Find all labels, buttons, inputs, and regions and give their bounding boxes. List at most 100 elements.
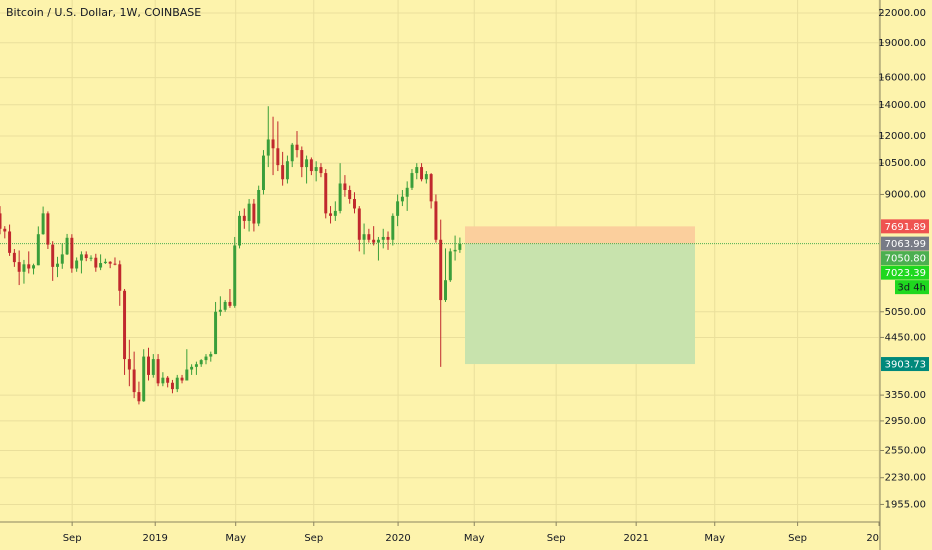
y-tick-label: 22000.00 [878, 8, 926, 19]
candle-body [429, 174, 433, 202]
candle-body [357, 208, 361, 240]
candle-body [166, 377, 170, 383]
y-tick-label: 16000.00 [878, 73, 926, 84]
x-tick-label: Sep [547, 533, 566, 544]
candle-body [434, 201, 438, 240]
candle-body [3, 228, 7, 232]
candle-body [439, 239, 443, 301]
candle-body [185, 369, 189, 381]
candle-body [353, 199, 356, 209]
price-label: 7691.89 [885, 222, 926, 233]
candle-body [458, 244, 462, 250]
candle-body [199, 360, 203, 365]
price-label: 7063.99 [885, 239, 926, 250]
candle-body [8, 231, 12, 253]
candle-body [223, 301, 227, 310]
candle-body [319, 167, 323, 174]
candle-body [99, 263, 103, 268]
candle-body [22, 264, 26, 272]
price-label-box [881, 357, 929, 372]
candle-body [295, 144, 299, 151]
candle-body [84, 254, 88, 259]
x-tick-label: 2019 [142, 533, 167, 544]
candle-body [180, 377, 184, 381]
candle-body [420, 167, 424, 180]
candle-body [329, 213, 333, 216]
x-tick-label: Sep [788, 533, 807, 544]
price-label: 7050.80 [885, 254, 926, 265]
price-label: 3903.73 [885, 360, 926, 371]
candle-body [261, 155, 265, 191]
countdown-box [895, 280, 929, 295]
candle-body [372, 239, 376, 243]
candle-body [247, 203, 251, 221]
candle-body [36, 234, 40, 266]
stop-zone [465, 226, 695, 244]
candle-body [209, 354, 213, 357]
candle-body [252, 203, 256, 224]
candle-body [94, 257, 98, 268]
x-tick-label: May [704, 533, 725, 544]
candle-body [405, 187, 409, 197]
candle-body [12, 252, 16, 263]
candle-body [32, 265, 36, 269]
candle-body [175, 377, 179, 390]
candle-body [214, 311, 218, 355]
candle-body [170, 382, 174, 390]
candle-body [103, 261, 107, 264]
candle-body [75, 260, 79, 269]
candle-body [60, 254, 64, 264]
candle-body [386, 236, 390, 240]
candle-body [137, 392, 141, 402]
candle-body [381, 236, 385, 240]
candle-body [147, 356, 150, 375]
y-tick-label: 9000.00 [885, 189, 926, 200]
candle-body [89, 257, 93, 259]
price-label-box [881, 236, 929, 251]
candle-body [257, 190, 261, 224]
candle-body [448, 251, 452, 281]
candle-body [108, 261, 112, 264]
y-tick-label: 1955.00 [885, 499, 926, 510]
candle-body [70, 237, 74, 269]
x-tick-label: May [464, 533, 485, 544]
candle-body [123, 290, 127, 360]
candle-body [65, 237, 69, 255]
y-tick-label: 14000.00 [878, 100, 926, 111]
candle-body [132, 369, 136, 393]
candle-body [281, 165, 285, 180]
candle-body [151, 359, 155, 375]
candle-body [204, 356, 208, 361]
candle-body [228, 301, 232, 306]
candle-body [415, 167, 419, 174]
candle-body [338, 183, 342, 211]
candle-body [410, 173, 414, 188]
x-tick-label: Sep [63, 533, 82, 544]
candle-body [238, 215, 242, 246]
candle-body [424, 174, 428, 180]
candle-body [56, 263, 59, 267]
candle-body [367, 234, 371, 240]
candle-body [348, 190, 352, 200]
price-label-box [881, 219, 929, 234]
candle-body [190, 366, 194, 370]
countdown: 3d 4h [897, 283, 926, 294]
candle-body [142, 356, 146, 402]
y-tick-label: 4450.00 [885, 332, 926, 343]
candle-body [271, 139, 275, 149]
candle-body [113, 263, 117, 265]
candle-body [46, 213, 50, 245]
candle-body [161, 377, 165, 384]
candle-body [41, 213, 45, 235]
candle-body [376, 239, 380, 243]
x-tick-label: Sep [304, 533, 323, 544]
x-tick-label: May [225, 533, 246, 544]
candle-body [156, 359, 160, 384]
candle-body [218, 309, 222, 312]
candle-body [396, 201, 400, 216]
y-tick-label: 2230.00 [885, 473, 926, 484]
candle-body [391, 215, 395, 240]
candle-body [79, 254, 83, 261]
candle-body [333, 210, 337, 216]
